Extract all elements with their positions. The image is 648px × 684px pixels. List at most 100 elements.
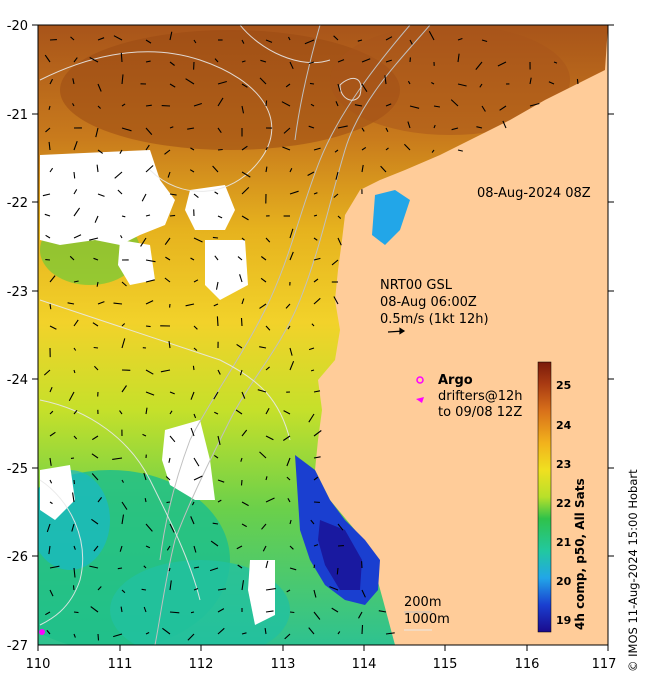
y-tick-label: -21 [7, 108, 28, 123]
current-vector [265, 39, 273, 43]
current-vector [209, 567, 219, 572]
current-vector [91, 453, 99, 459]
current-vector [193, 279, 199, 283]
current-vector [313, 237, 318, 241]
argo-legend-icon [416, 376, 424, 384]
current-vector [217, 435, 221, 446]
current-vector [97, 83, 102, 92]
current-vector [72, 103, 75, 107]
current-vector [337, 125, 348, 129]
current-vector [49, 479, 53, 484]
current-vector [193, 39, 197, 44]
y-tick-label: -22 [7, 196, 28, 211]
current-vector [407, 121, 411, 129]
current-vector [260, 59, 267, 63]
current-vector [214, 255, 219, 261]
current-vector [169, 410, 173, 415]
current-vector [187, 633, 195, 641]
current-vector [241, 83, 248, 88]
current-vector [286, 589, 291, 593]
current-vector [475, 61, 483, 70]
current-vector [143, 472, 147, 481]
colorbar-label: 22 [556, 497, 571, 510]
current-vector [404, 143, 411, 151]
current-vector [97, 37, 105, 41]
current-vector [431, 149, 435, 153]
current-vector [112, 457, 123, 460]
current-vector [42, 193, 51, 197]
current-vector [265, 407, 270, 415]
current-vector [385, 59, 392, 63]
current-vector [289, 61, 294, 70]
current-vector [193, 475, 203, 481]
current-vectors [42, 31, 579, 641]
current-vector [335, 171, 339, 180]
current-vector [313, 390, 321, 393]
current-vector [260, 277, 267, 283]
current-vector [212, 522, 219, 525]
current-vector [117, 567, 123, 570]
warm-patch [60, 30, 400, 150]
cold-patch [372, 190, 410, 245]
colorbar-labels: 25 24 23 22 21 20 19 [556, 379, 572, 627]
current-vector [49, 167, 54, 173]
current-vector [311, 323, 315, 327]
current-vector [431, 82, 435, 85]
current-vector [72, 585, 75, 591]
current-vector [193, 102, 202, 107]
current-vector [240, 457, 243, 462]
current-vector [187, 127, 195, 130]
current-vector [121, 323, 126, 327]
current-vector [287, 325, 291, 330]
current-vector [45, 611, 51, 616]
current-vector [73, 545, 76, 550]
current-vector [285, 303, 291, 309]
current-vector [308, 61, 315, 65]
colorbar-label: 25 [556, 379, 571, 392]
current-vector [97, 193, 105, 197]
current-vector [144, 497, 147, 503]
current-vector [241, 60, 246, 63]
current-vector [49, 565, 60, 569]
current-vector [119, 545, 123, 552]
scale-arrow-icon [387, 327, 406, 335]
current-vector [193, 237, 203, 243]
current-vector [307, 171, 315, 176]
credit-label: © IMOS 11-Aug-2024 15:00 Hobart [626, 469, 640, 672]
current-vector [93, 545, 99, 552]
current-vector [145, 144, 150, 151]
current-vector [97, 105, 101, 109]
current-vector [428, 31, 435, 41]
current-vector [264, 628, 267, 635]
current-vector [214, 411, 219, 415]
current-vector [313, 257, 321, 261]
current-vector [217, 127, 222, 134]
current-vector [310, 103, 315, 107]
current-vector [212, 236, 219, 239]
x-tick-label: 112 [189, 657, 214, 672]
current-vector [97, 301, 105, 305]
axis-ticks [32, 24, 614, 651]
current-vector [265, 610, 274, 613]
current-vector [241, 171, 251, 178]
current-vector [308, 347, 315, 351]
current-vector [44, 213, 51, 217]
plot-frame [37, 24, 609, 646]
current-vector [90, 606, 99, 613]
current-vector [190, 516, 195, 525]
x-tick-label: 111 [108, 657, 133, 672]
current-vector [385, 147, 389, 151]
current-vector [166, 501, 171, 504]
warm-patch [330, 25, 570, 135]
current-vector [193, 413, 197, 419]
model-name-label: NRT00 GSL [380, 278, 453, 293]
current-vector [145, 369, 154, 375]
current-vector [337, 59, 345, 63]
current-vector [95, 127, 99, 138]
current-vector [313, 430, 322, 437]
current-vector [162, 627, 171, 635]
current-vector [46, 629, 51, 635]
current-vector [96, 281, 99, 287]
current-vector [121, 589, 126, 594]
